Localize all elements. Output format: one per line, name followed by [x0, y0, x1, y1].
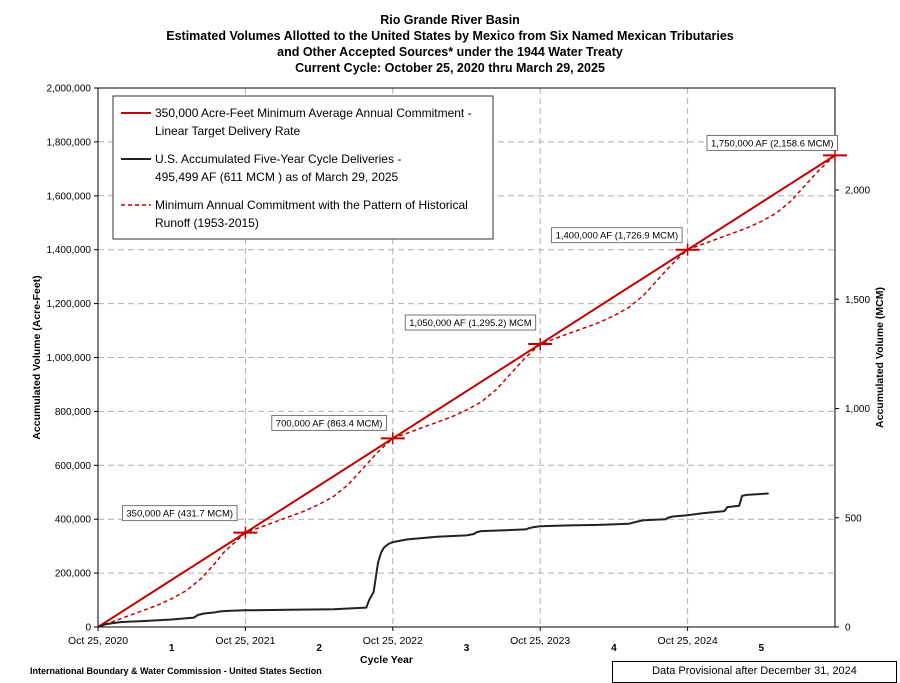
annotation-label-4: 1,750,000 AF (2,158.6 MCM) [711, 138, 834, 149]
y-tick-label-2: 400,000 [55, 515, 92, 526]
y-tick-label-7: 1,400,000 [47, 245, 92, 256]
legend-label-1-line-2: 495,499 AF (611 MCM ) as of March 29, 20… [155, 170, 399, 184]
y2-tick-label-0: 0 [845, 623, 851, 634]
plot-frame [97, 87, 836, 628]
series-line-0 [97, 154, 836, 628]
annotation-box-2 [404, 314, 537, 331]
annotation-label-0: 350,000 AF (431.7 MCM) [126, 509, 233, 520]
chart-title: Rio Grande River Basin Estimated Volumes… [0, 12, 900, 76]
legend: 350,000 Acre-Feet Minimum Average Annual… [112, 95, 494, 240]
legend-label-2-line-1: Minimum Annual Commitment with the Patte… [155, 198, 468, 212]
y2-tick-label-2: 1,000 [845, 404, 870, 415]
legend-label-0-line-2: Linear Target Delivery Rate [155, 124, 301, 138]
x-axis-title: Cycle Year [360, 654, 413, 666]
y-axis-title: Accumulated Volume (Acre-Feet) [31, 275, 43, 439]
x-tick-label-3: Oct 25, 2023 [510, 635, 570, 647]
y-tick-label-8: 1,600,000 [47, 191, 92, 202]
cycle-year-label-1: 2 [316, 643, 322, 654]
annotation-box-1 [271, 414, 387, 431]
y2-tick-label-4: 2,000 [845, 186, 870, 197]
x-tick-label-4: Oct 25, 2024 [658, 635, 718, 647]
y-tick-label-1: 200,000 [55, 569, 92, 580]
x-tick-label-2: Oct 25, 2022 [363, 635, 423, 647]
annotation-box-3 [551, 227, 683, 244]
annotations: 350,000 AF (431.7 MCM) 700,000 AF (863.4 … [122, 134, 847, 539]
x-tick-label-0: Oct 25, 2020 [68, 635, 128, 647]
cycle-year-label-0: 1 [169, 643, 175, 654]
y-tick-label-5: 1,000,000 [47, 353, 92, 364]
title-line-3: and Other Accepted Sources* under the 19… [277, 45, 623, 59]
title-line-4: Current Cycle: October 25, 2020 thru Mar… [295, 61, 605, 75]
annotation-label-2: 1,050,000 AF (1,295.2) MCM [409, 318, 532, 329]
legend-label-0-line-1: 350,000 Acre-Feet Minimum Average Annual… [155, 106, 472, 120]
y2-axis-title: Accumulated Volume (MCM) [874, 287, 886, 428]
legend-label-2-line-2: Runoff (1953-2015) [155, 216, 259, 230]
annotation-label-1: 700,000 AF (863.4 MCM) [276, 418, 383, 429]
series-line-1 [97, 492, 769, 628]
title-line-1: Rio Grande River Basin [380, 13, 520, 27]
y-tick-label-4: 800,000 [55, 407, 92, 418]
annotation-label-3: 1,400,000 AF (1,726.9 MCM) [556, 231, 679, 242]
organization-label: International Boundary & Water Commissio… [30, 666, 322, 676]
series-line-2 [97, 154, 836, 628]
annotation-box-0 [122, 505, 238, 522]
cycle-year-label-2: 3 [464, 643, 470, 654]
provisional-note: Data Provisional after December 31, 2024 [612, 661, 897, 683]
x-tick-label-1: Oct 25, 2021 [215, 635, 275, 647]
cycle-year-label-3: 4 [611, 643, 617, 654]
annotation-box-4 [706, 134, 838, 151]
title-line-2: Estimated Volumes Allotted to the United… [166, 29, 734, 43]
legend-label-1-line-1: U.S. Accumulated Five-Year Cycle Deliver… [155, 152, 401, 166]
y2-tick-label-1: 500 [845, 513, 862, 524]
axes: 0 200,000 400,000 600,000 800,000 1,000,000 1,… [31, 84, 886, 667]
y-tick-label-10: 2,000,000 [47, 84, 92, 95]
cycle-year-label-4: 5 [759, 643, 765, 654]
series-group [97, 154, 836, 628]
y2-tick-label-3: 1,500 [845, 295, 870, 306]
y-tick-label-9: 1,800,000 [47, 137, 92, 148]
y-tick-label-6: 1,200,000 [47, 299, 92, 310]
y-tick-label-0: 0 [85, 623, 91, 634]
y-tick-label-3: 600,000 [55, 461, 92, 472]
legend-box [112, 95, 494, 240]
